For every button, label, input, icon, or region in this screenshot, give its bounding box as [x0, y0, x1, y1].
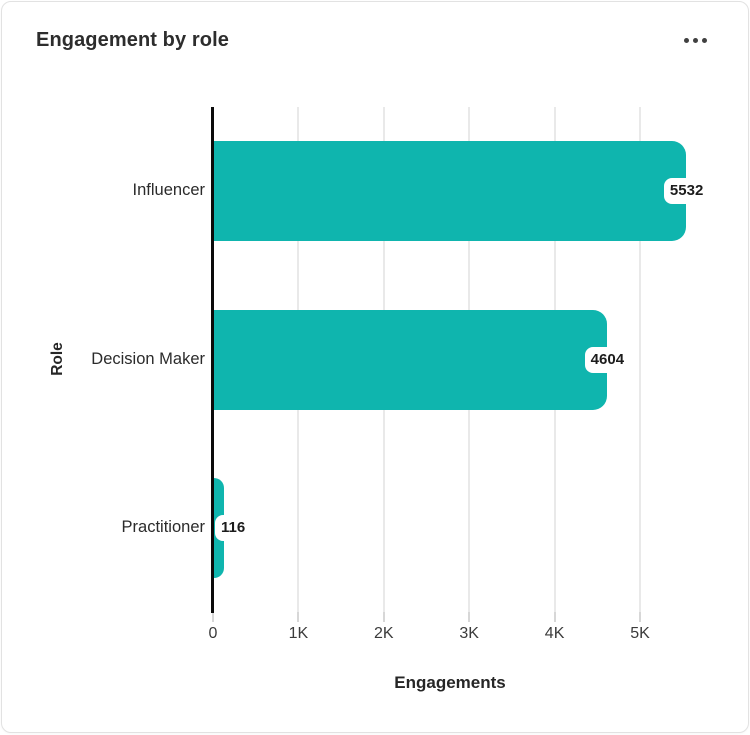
value-label-practitioner: 116: [215, 514, 252, 541]
x-axis-tick-3k: [468, 612, 471, 622]
category-label-decision-maker: Decision Maker: [91, 349, 205, 368]
x-tick-label-3k: 3K: [459, 625, 479, 642]
x-axis-tick-5k: [639, 612, 641, 622]
more-options-button[interactable]: [676, 24, 714, 56]
x-axis-tick-4k: [553, 612, 556, 622]
card-title: Engagement by role: [36, 29, 229, 51]
ellipsis-icon: [683, 37, 707, 43]
x-axis-tick-2k: [382, 612, 385, 622]
bar-decision-maker[interactable]: [214, 309, 608, 410]
x-axis-tick-1k: [297, 612, 300, 622]
x-axis-tick-0: [212, 612, 214, 622]
y-axis-line: [211, 107, 214, 613]
category-label-practitioner: Practitioner: [121, 517, 205, 536]
x-tick-label-2k: 2K: [374, 625, 394, 642]
x-tick-label-0: 0: [208, 625, 218, 642]
value-label-influencer: 5532: [663, 178, 710, 205]
gridline-5k: [639, 107, 641, 612]
x-axis-title: Engagements: [394, 673, 506, 692]
x-tick-label-4k: 4K: [544, 625, 565, 642]
x-tick-label-1k: 1K: [288, 625, 309, 642]
value-label-decision-maker: 4604: [584, 346, 631, 373]
bar-influencer[interactable]: [214, 141, 687, 242]
category-label-influencer: Influencer: [132, 181, 205, 200]
x-tick-label-5k: 5K: [630, 625, 650, 642]
